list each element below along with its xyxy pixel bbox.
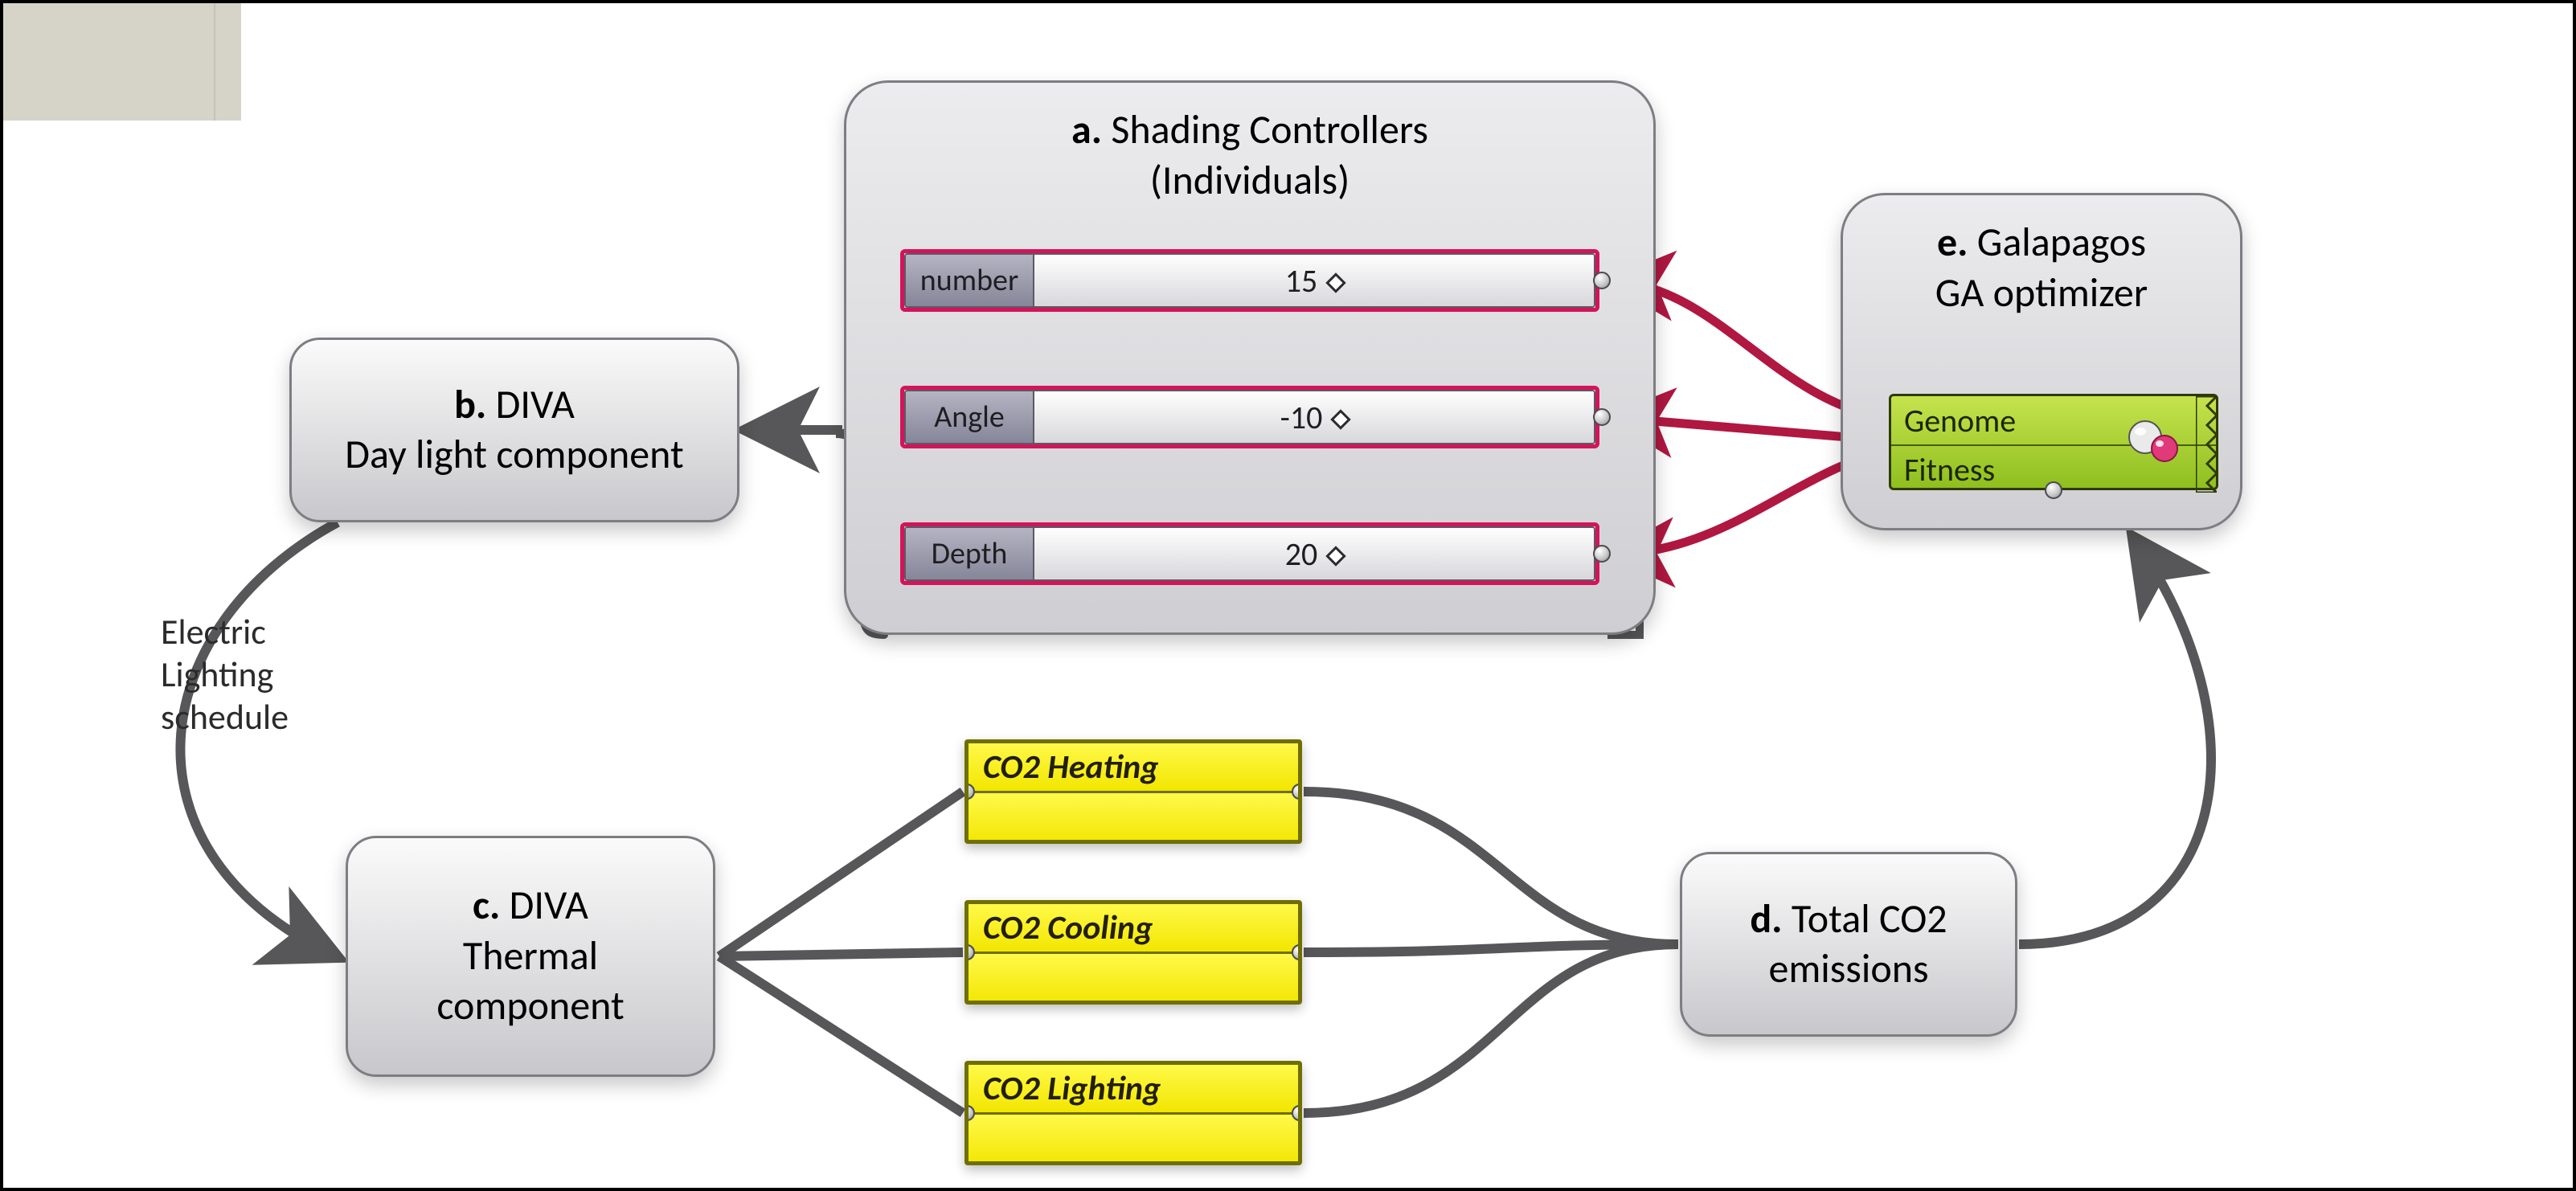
node-c-subtitle: Thermal component: [436, 931, 624, 1032]
group-e-subtitle: GA optimizer: [1935, 268, 2148, 317]
galapagos-grip-icon[interactable]: [2045, 481, 2062, 499]
group-e-label: e. Galapagos GA optimizer: [1843, 218, 2240, 318]
slider-number-value: 15: [1285, 261, 1318, 301]
panel-grip-icon[interactable]: [1292, 784, 1302, 800]
slider-depth-value: 20: [1285, 534, 1318, 574]
slider-number-track[interactable]: 15: [1034, 255, 1594, 306]
panel-grip-icon[interactable]: [1292, 944, 1302, 960]
panel-co2-heating-label: CO2 Heating: [969, 743, 1298, 793]
panel-grip-icon[interactable]: [1292, 1105, 1302, 1121]
grid-background: [0, 0, 241, 121]
diamond-icon: [1326, 546, 1346, 566]
slider-depth-name: Depth: [906, 528, 1034, 579]
slider-angle-name: Angle: [906, 391, 1034, 443]
edge-label-lighting-schedule: Electric Lighting schedule: [161, 611, 289, 738]
node-d-subtitle: emissions: [1768, 944, 1928, 995]
diagram-canvas: a. Shading Controllers (Individuals) num…: [0, 0, 2576, 1191]
diamond-icon: [1331, 409, 1351, 429]
group-a-label: a. Shading Controllers (Individuals): [846, 105, 1653, 206]
slider-grip-icon[interactable]: [1593, 408, 1611, 426]
node-b-subtitle: Day light component: [345, 430, 683, 481]
slider-depth[interactable]: Depth 20: [900, 522, 1599, 585]
panel-co2-cooling-label: CO2 Cooling: [969, 904, 1298, 954]
galapagos-genome-label: Genome: [1904, 401, 2016, 440]
node-total-co2: d. Total CO2 emissions: [1680, 852, 2017, 1037]
slider-number[interactable]: number 15: [900, 249, 1599, 312]
node-b-title: DIVA: [496, 380, 575, 429]
node-c-title: DIVA: [510, 881, 588, 930]
panel-co2-lighting[interactable]: CO2 Lighting: [964, 1061, 1302, 1165]
group-a-title: Shading Controllers: [1111, 105, 1428, 154]
group-e-letter: e.: [1937, 218, 1968, 267]
node-d-letter: d.: [1750, 894, 1782, 943]
galapagos-component[interactable]: Genome Fitness: [1889, 394, 2218, 490]
group-e-title: Galapagos: [1977, 218, 2146, 267]
panel-co2-heating[interactable]: CO2 Heating: [964, 739, 1302, 844]
slider-grip-icon[interactable]: [1593, 545, 1611, 563]
slider-grip-icon[interactable]: [1593, 272, 1611, 289]
slider-depth-track[interactable]: 20: [1034, 528, 1594, 579]
galapagos-fitness-label: Fitness: [1904, 450, 1995, 489]
galapagos-balls-icon: [2126, 420, 2184, 465]
slider-angle[interactable]: Angle -10: [900, 386, 1599, 448]
slider-number-name: number: [906, 255, 1034, 306]
panel-co2-lighting-label: CO2 Lighting: [969, 1065, 1298, 1115]
group-a-letter: a.: [1071, 105, 1102, 154]
panel-co2-cooling[interactable]: CO2 Cooling: [964, 900, 1302, 1005]
node-d-title: Total CO2: [1792, 894, 1947, 943]
node-c-letter: c.: [473, 881, 500, 930]
node-diva-thermal: c. DIVA Thermal component: [346, 836, 715, 1077]
slider-angle-value: -10: [1280, 398, 1323, 437]
zigzag-icon: [2196, 396, 2217, 493]
group-a-subtitle: (Individuals): [1150, 156, 1350, 205]
diamond-icon: [1326, 272, 1346, 293]
node-b-letter: b.: [454, 380, 486, 429]
node-diva-daylight: b. DIVA Day light component: [289, 338, 739, 522]
slider-angle-track[interactable]: -10: [1034, 391, 1594, 443]
